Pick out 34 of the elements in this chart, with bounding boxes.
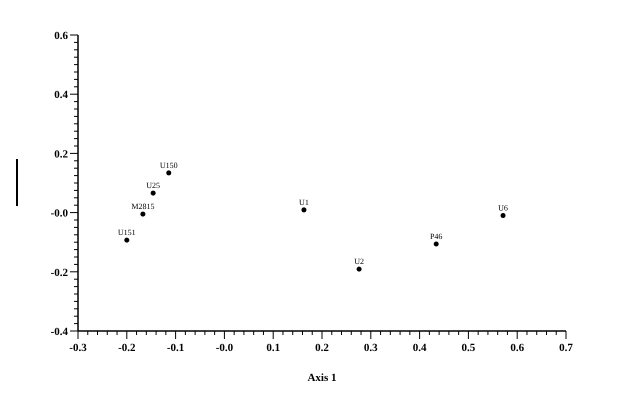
x-tick-label: 0.5 <box>462 342 476 354</box>
point <box>356 266 362 272</box>
annotation: U150 <box>160 160 178 170</box>
annotation: U1 <box>299 198 309 207</box>
y-tick-label: -0.4 <box>50 326 68 338</box>
x-tick-label: -0.1 <box>166 342 184 354</box>
x-tick-label: -0.0 <box>216 342 234 354</box>
point <box>301 207 306 212</box>
y-tick-label: -0.0 <box>50 208 68 220</box>
point <box>434 241 439 246</box>
annotation: M2815 <box>131 202 154 212</box>
x-tick-label: -0.2 <box>118 342 136 354</box>
annotation: U6 <box>498 204 508 213</box>
x-tick-label: 0.4 <box>412 342 427 354</box>
point <box>140 212 146 217</box>
x-axis-title: Axis 1 <box>307 372 337 384</box>
x-tick-label: 0.3 <box>364 342 378 354</box>
point <box>124 238 130 243</box>
x-tick-label: 0.7 <box>559 342 574 354</box>
annotation: U151 <box>118 228 136 238</box>
x-tick-label: -0.3 <box>69 342 88 354</box>
x-tick-label: 0.1 <box>266 342 280 354</box>
annotation: U25 <box>146 181 160 190</box>
point <box>150 190 156 196</box>
x-tick-label: 0.6 <box>510 342 525 354</box>
y-tick-label: 0.4 <box>54 89 68 102</box>
y-tick-label: 0.6 <box>54 30 68 42</box>
y-tick-label: -0.2 <box>50 266 68 279</box>
annotation: U2 <box>354 257 364 266</box>
point <box>500 213 506 218</box>
y-tick-label: 0.2 <box>54 148 68 160</box>
annotation: P46 <box>430 232 442 241</box>
x-tick-label: 0.2 <box>315 342 330 354</box>
point <box>166 170 172 176</box>
